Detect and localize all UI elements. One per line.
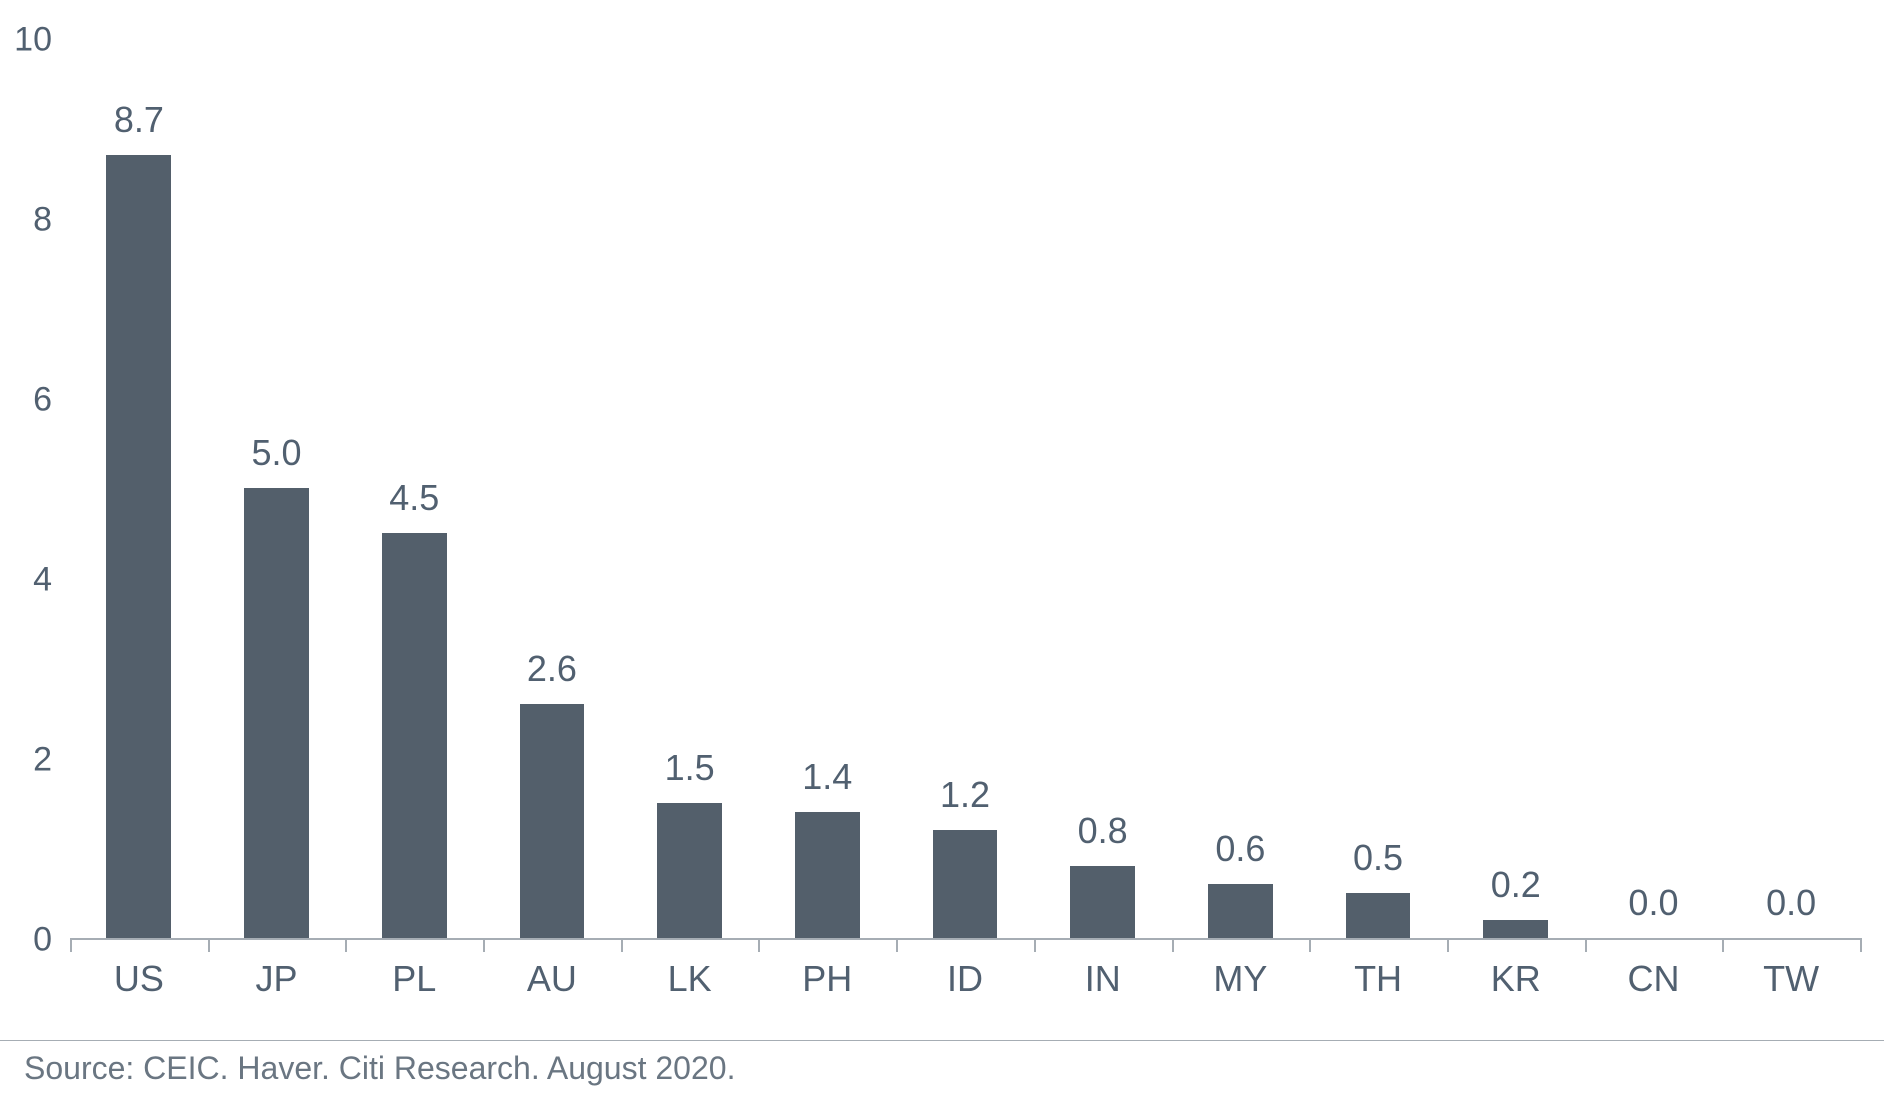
x-axis-label: JP (207, 958, 347, 1000)
bar-TH (1346, 893, 1411, 938)
bar-value-label: 4.5 (344, 477, 484, 519)
x-tick (208, 938, 210, 952)
x-axis-label: CN (1583, 958, 1723, 1000)
x-tick (621, 938, 623, 952)
x-tick (1172, 938, 1174, 952)
x-tick (483, 938, 485, 952)
x-axis-label: IN (1033, 958, 1173, 1000)
bar-PH (795, 812, 860, 938)
bar-US (106, 155, 171, 938)
x-tick (758, 938, 760, 952)
bar-value-label: 2.6 (482, 648, 622, 690)
y-tick-label: 10 (14, 21, 52, 60)
bar-JP (244, 488, 309, 938)
x-axis-label: TW (1721, 958, 1861, 1000)
x-axis-labels: USJPPLAULKPHIDINMYTHKRCNTW (70, 958, 1860, 1018)
x-tick (1860, 938, 1862, 952)
x-tick (1722, 938, 1724, 952)
y-axis: 0246810 (0, 40, 60, 940)
x-tick (345, 938, 347, 952)
bar-value-label: 0.0 (1583, 882, 1723, 924)
x-axis-label: AU (482, 958, 622, 1000)
bar-IN (1070, 866, 1135, 938)
bar-value-label: 0.5 (1308, 837, 1448, 879)
bar-MY (1208, 884, 1273, 938)
plot-area: 8.75.04.52.61.51.41.20.80.60.50.20.00.0 (70, 40, 1860, 940)
bar-value-label: 1.4 (757, 756, 897, 798)
bar-value-label: 8.7 (69, 99, 209, 141)
bar-value-label: 0.6 (1170, 828, 1310, 870)
source-citation: Source: CEIC. Haver. Citi Research. Augu… (24, 1050, 735, 1087)
x-tick (1309, 938, 1311, 952)
x-axis-label: TH (1308, 958, 1448, 1000)
bar-ID (933, 830, 998, 938)
x-tick (1585, 938, 1587, 952)
x-tick (70, 938, 72, 952)
y-tick-label: 0 (33, 921, 52, 960)
bar-LK (657, 803, 722, 938)
bar-value-label: 1.5 (620, 747, 760, 789)
x-axis-label: US (69, 958, 209, 1000)
y-tick-label: 2 (33, 741, 52, 780)
x-tick (896, 938, 898, 952)
chart-container: 0246810 8.75.04.52.61.51.41.20.80.60.50.… (0, 0, 1884, 1106)
bar-value-label: 0.2 (1446, 864, 1586, 906)
x-axis-label: ID (895, 958, 1035, 1000)
footer-divider (0, 1040, 1884, 1041)
y-tick-label: 6 (33, 381, 52, 420)
bar-value-label: 0.8 (1033, 810, 1173, 852)
x-axis-label: MY (1170, 958, 1310, 1000)
y-tick-label: 4 (33, 561, 52, 600)
bar-value-label: 1.2 (895, 774, 1035, 816)
x-axis-label: LK (620, 958, 760, 1000)
bar-AU (520, 704, 585, 938)
bar-value-label: 0.0 (1721, 882, 1861, 924)
x-axis-label: KR (1446, 958, 1586, 1000)
x-axis-label: PL (344, 958, 484, 1000)
bar-value-label: 5.0 (207, 432, 347, 474)
x-tick (1034, 938, 1036, 952)
x-axis-label: PH (757, 958, 897, 1000)
x-tick (1447, 938, 1449, 952)
bar-PL (382, 533, 447, 938)
y-tick-label: 8 (33, 201, 52, 240)
bar-KR (1483, 920, 1548, 938)
plot: 8.75.04.52.61.51.41.20.80.60.50.20.00.0 (70, 40, 1860, 940)
